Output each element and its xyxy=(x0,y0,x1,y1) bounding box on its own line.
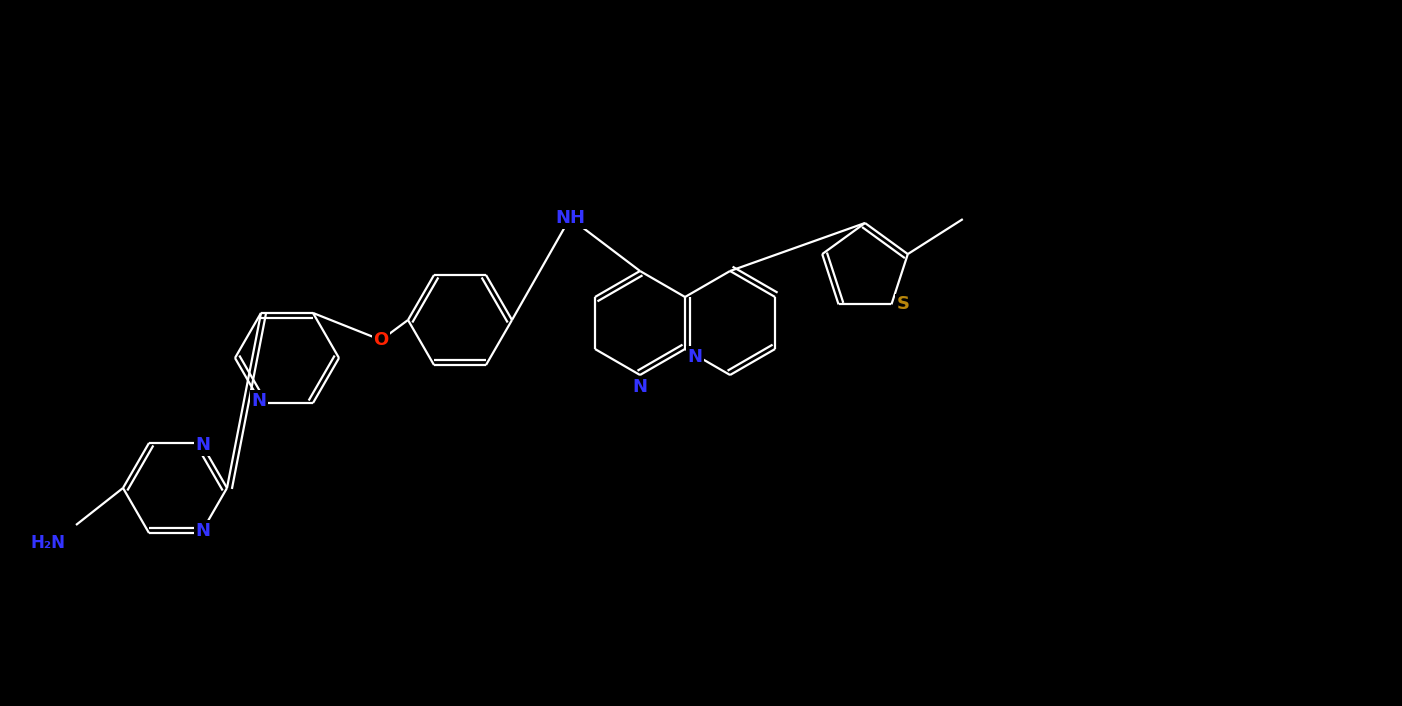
Text: N: N xyxy=(195,436,210,454)
Text: NH: NH xyxy=(555,209,585,227)
Text: O: O xyxy=(373,331,388,349)
Text: N: N xyxy=(687,348,702,366)
Text: S: S xyxy=(897,295,910,313)
Text: N: N xyxy=(251,392,266,410)
Text: N: N xyxy=(632,378,648,396)
Text: N: N xyxy=(195,522,210,540)
Text: H₂N: H₂N xyxy=(31,534,66,552)
